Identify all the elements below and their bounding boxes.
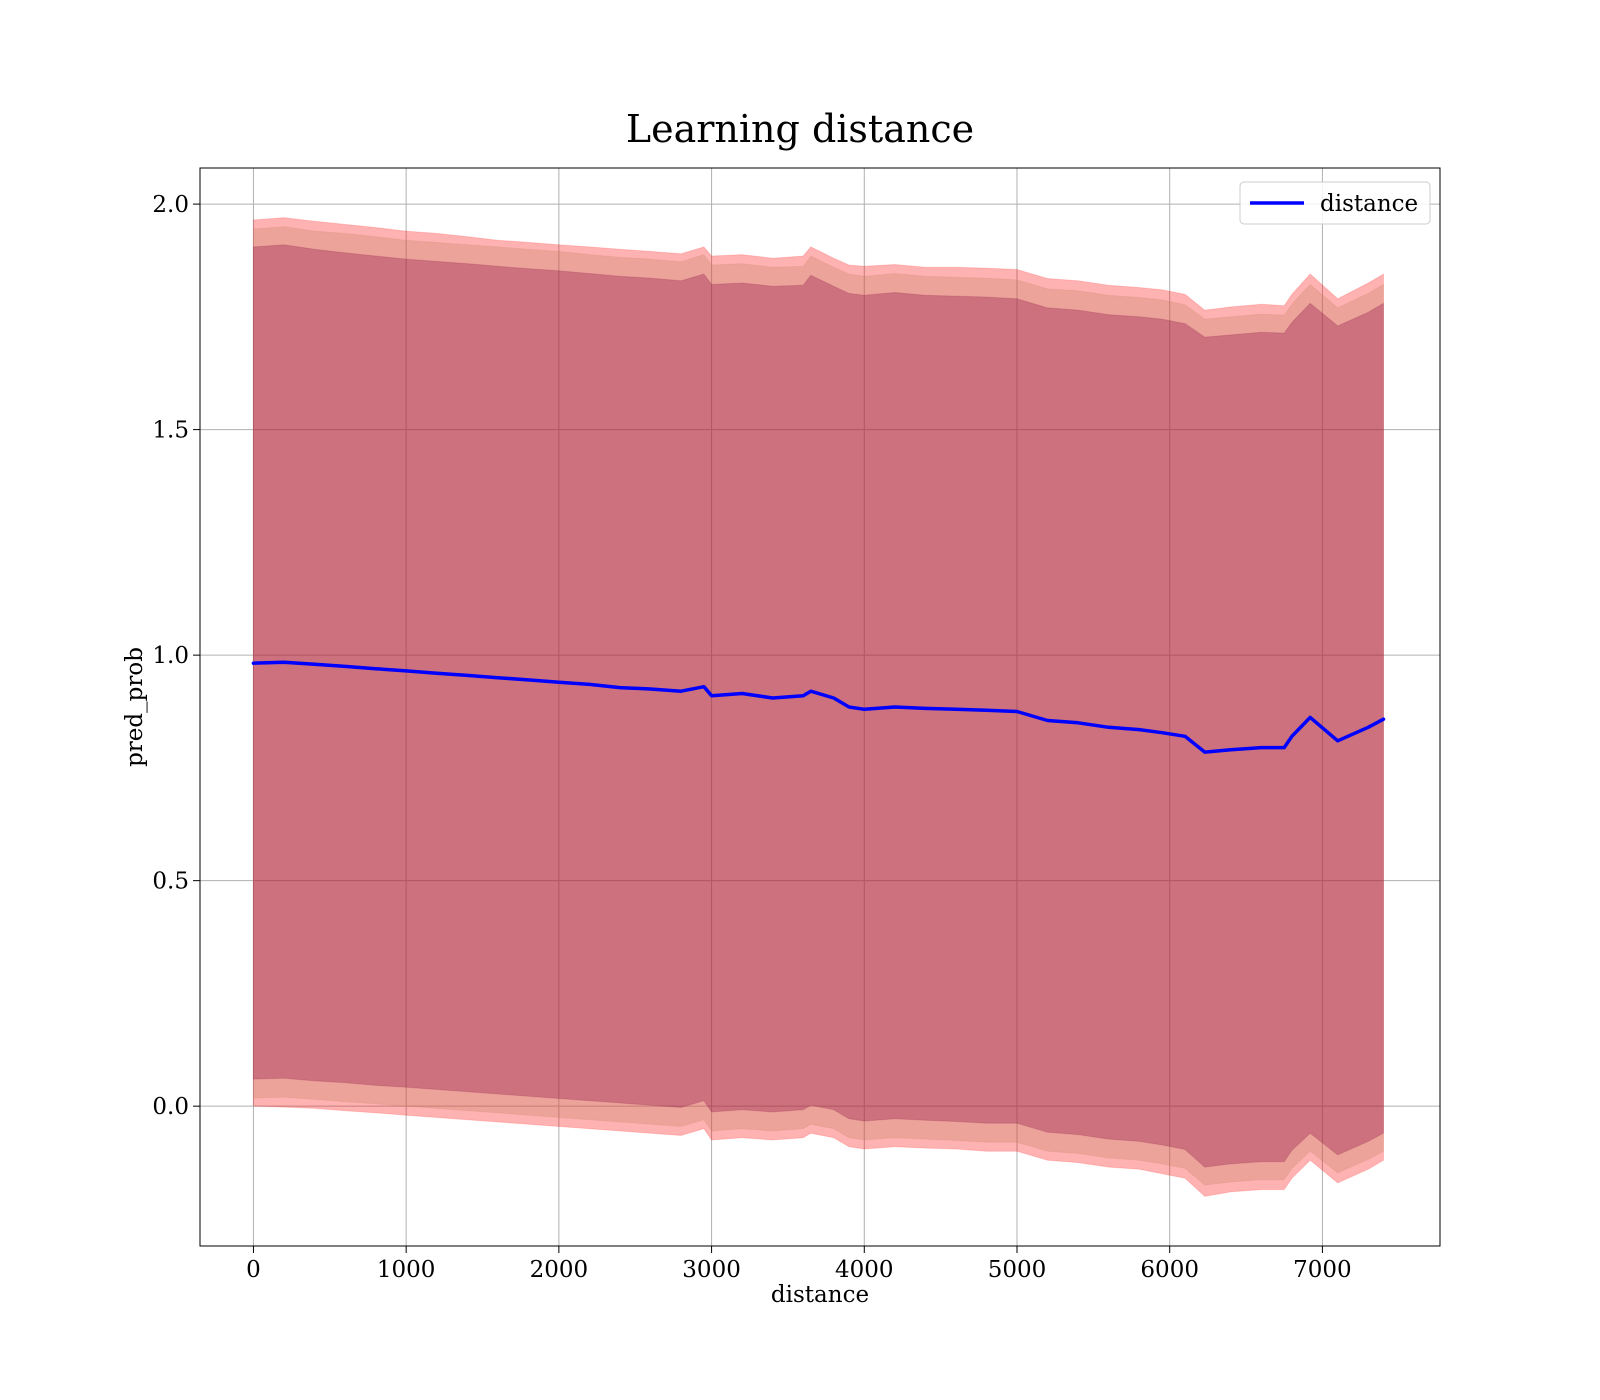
x-tick-label: 1000 <box>377 1257 436 1283</box>
y-axis: 0.0 0.5 1.0 1.5 2.0 <box>152 192 200 1120</box>
y-tick-label: 0.5 <box>152 869 189 895</box>
x-axis: 0 1000 2000 3000 4000 5000 6000 7000 <box>246 1246 1352 1283</box>
series-lines <box>251 660 1386 754</box>
x-tick-label: 6000 <box>1140 1257 1199 1283</box>
grid <box>200 168 1440 1246</box>
x-axis-label: distance <box>771 1282 869 1308</box>
y-tick-label: 2.0 <box>152 192 189 218</box>
x-tick-label: 0 <box>246 1257 261 1283</box>
x-tick-label: 3000 <box>682 1257 741 1283</box>
legend-label: distance <box>1320 191 1418 217</box>
band-middle <box>252 226 1384 1186</box>
legend-box <box>1239 181 1431 225</box>
y-tick-label: 1.0 <box>152 643 189 669</box>
y-tick-label: 1.5 <box>152 418 189 444</box>
x-tick-label: 2000 <box>530 1257 589 1283</box>
confidence-bands <box>252 217 1384 1197</box>
x-tick-label: 7000 <box>1293 1257 1352 1283</box>
band-inner <box>252 244 1384 1168</box>
plot-area-frame <box>199 167 1441 1247</box>
chart-title: Learning distance <box>626 107 974 151</box>
legend: distance <box>1239 181 1431 225</box>
y-tick-label: 0.0 <box>152 1094 189 1120</box>
y-axis-label: pred_prob <box>122 647 148 767</box>
series-line-distance <box>251 660 1386 754</box>
x-tick-label: 4000 <box>835 1257 894 1283</box>
band-outer <box>252 217 1384 1197</box>
x-tick-label: 5000 <box>988 1257 1047 1283</box>
